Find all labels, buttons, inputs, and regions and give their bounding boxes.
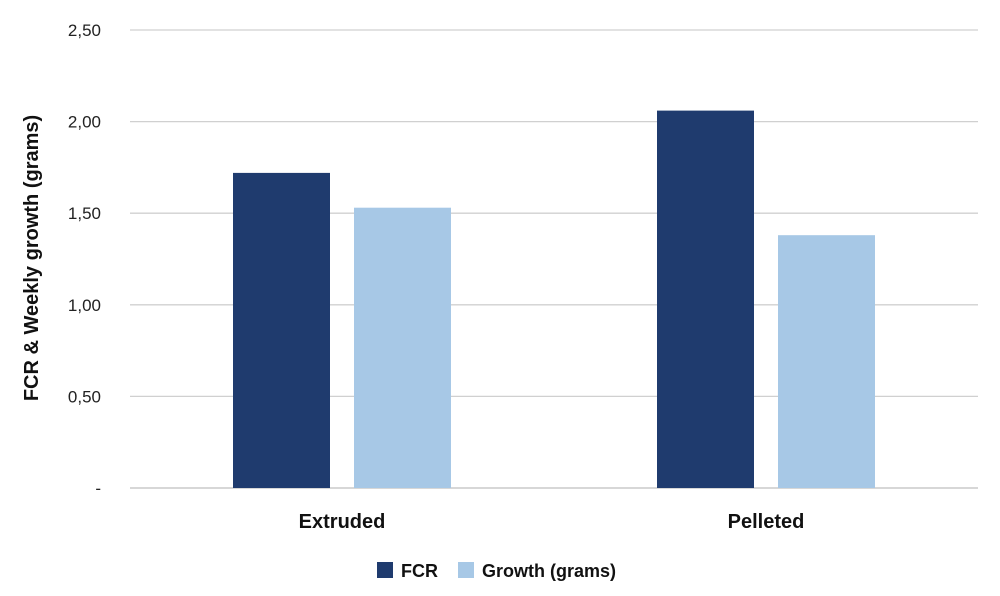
legend-swatch [377,562,393,578]
x-category-label: Pelleted [728,511,805,533]
legend-label: FCR [401,561,438,581]
bars [233,110,875,489]
y-tick-label: 2,50 [68,21,101,40]
legend: FCR Growth (grams) [377,561,616,581]
bar-fcr-pelleted [657,110,754,488]
y-tick-label: 1,00 [68,296,101,315]
y-tick-label: 0,50 [68,387,101,406]
x-axis-categories: Extruded Pelleted [299,511,805,533]
y-axis-label: FCR & Weekly growth (grams) [21,115,43,401]
y-tick-label: 2,00 [68,113,101,132]
legend-label: Growth (grams) [482,561,616,581]
y-axis-ticks: - 0,50 1,00 1,50 2,00 2,50 [68,21,101,498]
y-tick-label: - [95,479,101,498]
bar-growth-grams-pelleted [778,235,875,488]
bar-fcr-extruded [233,172,330,488]
legend-swatch [458,562,474,578]
y-tick-label: 1,50 [68,204,101,223]
x-category-label: Extruded [299,511,386,533]
bar-growth-grams-extruded [354,207,451,489]
